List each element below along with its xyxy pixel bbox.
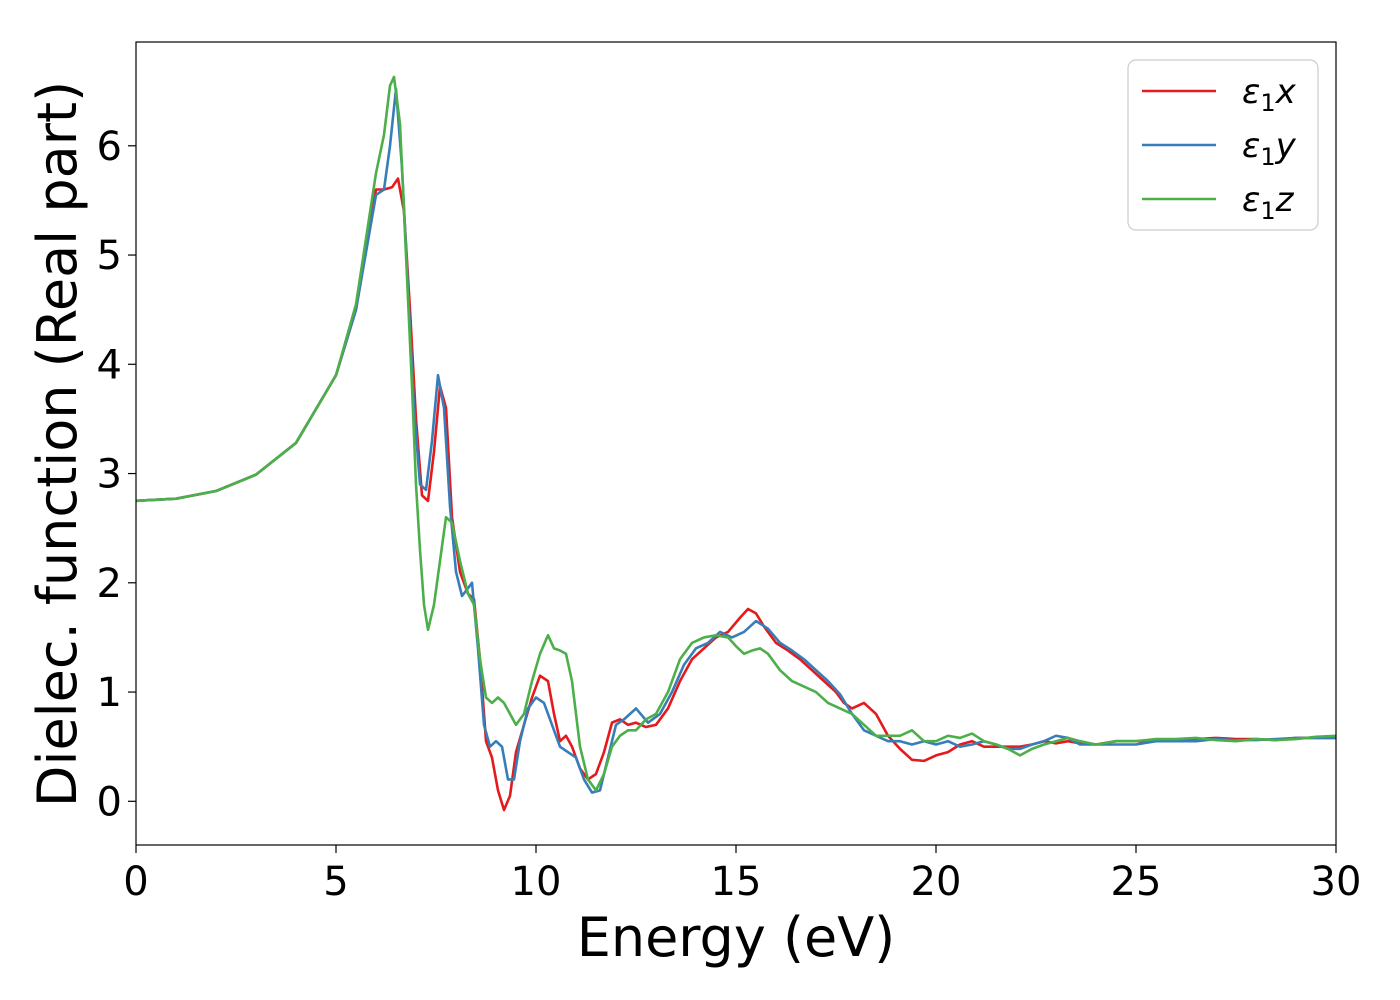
x-axis-title: Energy (eV) <box>577 906 896 969</box>
legend: ε1x ε1y ε1z <box>1127 59 1319 231</box>
y-tick-label: 0 <box>97 779 122 825</box>
x-tick-label: 0 <box>123 859 148 905</box>
y-tick-label: 5 <box>97 233 122 279</box>
series-line-y <box>136 87 1336 794</box>
legend-box <box>1127 59 1319 231</box>
x-tick-label: 20 <box>911 859 962 905</box>
series-line-x <box>136 177 1336 812</box>
legend-label-z: ε1z <box>1242 180 1295 225</box>
x-tick-label: 15 <box>711 859 762 905</box>
y-axis-title: Dielec. function (Real part) <box>26 81 89 807</box>
x-tick-label: 10 <box>511 859 562 905</box>
y-tick-label: 1 <box>97 670 122 716</box>
series-layer <box>136 75 1336 812</box>
legend-label-x: ε1x <box>1242 72 1297 117</box>
y-tick-label: 4 <box>97 342 122 388</box>
x-tick-label: 30 <box>1311 859 1362 905</box>
y-tick-label: 6 <box>97 124 122 170</box>
series-line-z <box>136 75 1336 792</box>
x-tick-label: 5 <box>323 859 348 905</box>
y-tick-label: 3 <box>97 452 122 498</box>
y-axis-ticks: 0 1 2 3 4 5 6 <box>97 124 136 825</box>
x-tick-label: 25 <box>1111 859 1162 905</box>
y-tick-label: 2 <box>97 561 122 607</box>
legend-label-y: ε1y <box>1242 126 1297 171</box>
x-axis-ticks: 0 5 10 15 20 25 30 <box>123 845 1361 905</box>
